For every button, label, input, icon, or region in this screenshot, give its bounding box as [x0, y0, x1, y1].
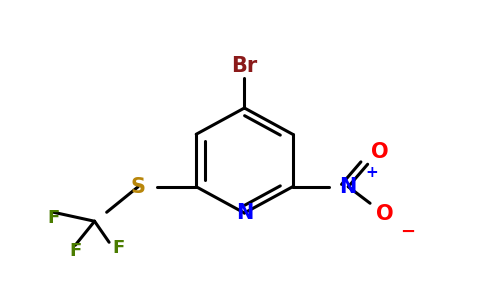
Text: −: − [400, 223, 415, 241]
Text: +: + [365, 165, 378, 180]
Text: F: F [113, 239, 125, 257]
Text: N: N [236, 203, 253, 223]
Text: O: O [371, 142, 389, 162]
Text: N: N [340, 177, 357, 197]
Text: S: S [131, 177, 146, 197]
Text: Br: Br [231, 56, 257, 76]
Text: F: F [47, 209, 60, 227]
Text: F: F [69, 242, 81, 260]
Text: O: O [376, 204, 393, 224]
